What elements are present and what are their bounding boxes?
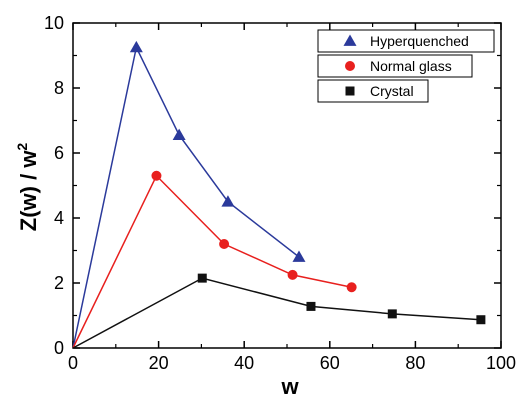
series-hyperquenched xyxy=(72,40,306,349)
legend-marker xyxy=(345,61,355,71)
legend-label: Hyperquenched xyxy=(370,33,469,49)
legend-marker xyxy=(345,86,355,96)
legend-box xyxy=(317,29,495,53)
data-point xyxy=(129,40,143,53)
y-tick-label: 6 xyxy=(54,143,64,163)
series-crystal xyxy=(72,273,486,349)
legend-box xyxy=(317,54,473,78)
data-point xyxy=(387,309,397,319)
data-point xyxy=(219,239,230,249)
data-point xyxy=(292,250,306,262)
x-axis-title: w xyxy=(280,374,299,399)
y-tick-label: 2 xyxy=(54,273,64,293)
x-tick-label: 20 xyxy=(149,353,169,373)
y-axis-title: Z(w) / w2 xyxy=(14,143,41,232)
data-point xyxy=(306,301,316,311)
data-point xyxy=(221,195,235,207)
data-point xyxy=(172,128,186,140)
x-tick-label: 0 xyxy=(68,353,78,373)
legend-marker xyxy=(343,34,357,46)
x-tick-label: 60 xyxy=(320,353,340,373)
series-layer xyxy=(72,40,486,349)
legend: Hyperquenched Normal glass Crystal xyxy=(317,29,495,103)
series-normal-glass xyxy=(72,170,357,349)
y-tick-label: 4 xyxy=(54,208,64,228)
legend-label: Normal glass xyxy=(370,58,452,74)
y-tick-label: 10 xyxy=(44,13,64,33)
x-tick-label: 80 xyxy=(405,353,425,373)
axes: 0 20 40 60 80 100 0 2 4 6 8 10 xyxy=(44,13,516,373)
x-tick-label: 40 xyxy=(234,353,254,373)
y-axis-title-superscript: 2 xyxy=(14,143,30,151)
data-point xyxy=(476,315,486,325)
data-point xyxy=(287,269,298,280)
legend-box xyxy=(317,79,429,103)
y-axis-title-main: Z(w) / w xyxy=(16,150,41,232)
data-point xyxy=(346,282,357,293)
data-point xyxy=(151,170,162,181)
legend-item: Normal glass xyxy=(317,54,473,78)
data-point xyxy=(197,273,207,283)
x-tick-label: 100 xyxy=(486,353,516,373)
legend-item: Crystal xyxy=(317,79,429,103)
legend-item: Hyperquenched xyxy=(317,29,495,53)
y-tick-label: 8 xyxy=(54,78,64,98)
legend-label: Crystal xyxy=(370,83,414,99)
y-tick-label: 0 xyxy=(54,338,64,358)
